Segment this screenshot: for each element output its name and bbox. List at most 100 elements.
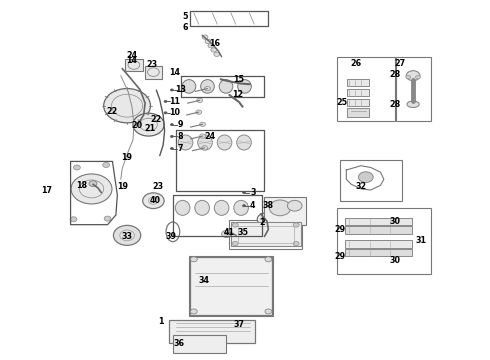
Circle shape xyxy=(221,230,231,238)
Text: 5: 5 xyxy=(183,12,188,21)
Text: 39: 39 xyxy=(166,232,176,241)
Ellipse shape xyxy=(195,201,209,215)
Ellipse shape xyxy=(219,80,233,93)
Text: 30: 30 xyxy=(390,217,400,226)
Text: 41: 41 xyxy=(224,228,235,237)
Ellipse shape xyxy=(175,201,190,215)
Ellipse shape xyxy=(234,201,248,215)
Bar xyxy=(340,160,402,201)
Text: 24: 24 xyxy=(204,132,216,141)
Circle shape xyxy=(133,113,164,136)
Circle shape xyxy=(270,200,291,216)
Text: 34: 34 xyxy=(198,276,209,285)
Circle shape xyxy=(197,98,202,103)
Text: 2: 2 xyxy=(260,218,266,227)
Text: 1: 1 xyxy=(158,316,164,325)
Circle shape xyxy=(191,257,197,262)
Text: 20: 20 xyxy=(131,121,143,130)
Circle shape xyxy=(164,100,167,103)
Bar xyxy=(345,217,412,225)
Circle shape xyxy=(171,123,173,126)
Circle shape xyxy=(164,112,167,114)
Text: 28: 28 xyxy=(390,100,401,109)
Text: 38: 38 xyxy=(263,201,274,210)
Text: 9: 9 xyxy=(178,120,183,129)
Text: 18: 18 xyxy=(76,181,87,190)
Text: 3: 3 xyxy=(250,188,256,197)
Ellipse shape xyxy=(238,80,251,93)
Ellipse shape xyxy=(214,201,229,215)
Text: 36: 36 xyxy=(174,339,185,348)
Bar xyxy=(337,208,431,274)
Bar xyxy=(345,240,412,248)
Text: 22: 22 xyxy=(151,116,162,125)
Text: 30: 30 xyxy=(390,256,400,265)
Text: 23: 23 xyxy=(146,60,157,69)
Circle shape xyxy=(200,122,205,126)
Circle shape xyxy=(288,201,302,211)
Circle shape xyxy=(103,162,110,167)
Circle shape xyxy=(200,134,205,138)
Text: 28: 28 xyxy=(390,70,401,79)
Circle shape xyxy=(211,48,217,52)
Text: 19: 19 xyxy=(122,153,133,162)
Text: 16: 16 xyxy=(209,39,220,48)
Circle shape xyxy=(191,309,197,314)
Circle shape xyxy=(243,192,245,194)
Text: 29: 29 xyxy=(335,252,345,261)
Ellipse shape xyxy=(198,135,212,150)
Text: 40: 40 xyxy=(149,196,160,205)
Circle shape xyxy=(208,44,214,48)
Circle shape xyxy=(171,135,173,138)
Text: 19: 19 xyxy=(117,182,128,191)
Circle shape xyxy=(257,213,275,226)
Ellipse shape xyxy=(237,135,251,150)
Text: 14: 14 xyxy=(126,56,138,65)
Text: 12: 12 xyxy=(232,90,243,99)
Text: 8: 8 xyxy=(178,132,183,141)
Circle shape xyxy=(196,110,202,114)
Bar xyxy=(173,336,225,352)
Ellipse shape xyxy=(406,71,420,81)
Text: 17: 17 xyxy=(41,185,52,194)
Text: 13: 13 xyxy=(175,85,186,94)
Text: 37: 37 xyxy=(234,320,245,329)
Text: 26: 26 xyxy=(350,59,362,68)
Circle shape xyxy=(71,174,112,204)
Circle shape xyxy=(265,309,272,314)
Circle shape xyxy=(114,225,141,246)
Text: 24: 24 xyxy=(126,51,138,60)
Text: 33: 33 xyxy=(122,232,133,241)
Circle shape xyxy=(89,181,97,186)
Bar xyxy=(347,108,369,117)
Text: 11: 11 xyxy=(169,97,180,106)
Bar xyxy=(238,226,294,243)
Ellipse shape xyxy=(182,80,196,93)
Bar xyxy=(347,99,369,107)
Circle shape xyxy=(202,35,208,39)
Circle shape xyxy=(104,216,111,221)
Circle shape xyxy=(204,86,210,91)
Text: 25: 25 xyxy=(336,98,347,107)
Text: 21: 21 xyxy=(145,124,155,133)
Bar xyxy=(229,220,302,249)
Text: 27: 27 xyxy=(394,59,406,68)
Circle shape xyxy=(143,193,164,208)
Bar xyxy=(125,59,143,71)
Text: 10: 10 xyxy=(169,108,180,117)
Circle shape xyxy=(232,223,238,227)
Text: 22: 22 xyxy=(107,107,118,116)
Bar xyxy=(191,257,272,315)
Circle shape xyxy=(406,75,411,79)
Circle shape xyxy=(74,165,80,170)
Circle shape xyxy=(202,146,207,150)
Circle shape xyxy=(171,89,173,91)
Circle shape xyxy=(359,172,373,183)
Bar xyxy=(347,79,369,86)
Text: 6: 6 xyxy=(183,23,188,32)
Circle shape xyxy=(214,52,220,57)
Ellipse shape xyxy=(178,135,193,150)
Text: 7: 7 xyxy=(178,144,183,153)
Text: 15: 15 xyxy=(234,75,245,84)
Bar xyxy=(170,320,255,343)
